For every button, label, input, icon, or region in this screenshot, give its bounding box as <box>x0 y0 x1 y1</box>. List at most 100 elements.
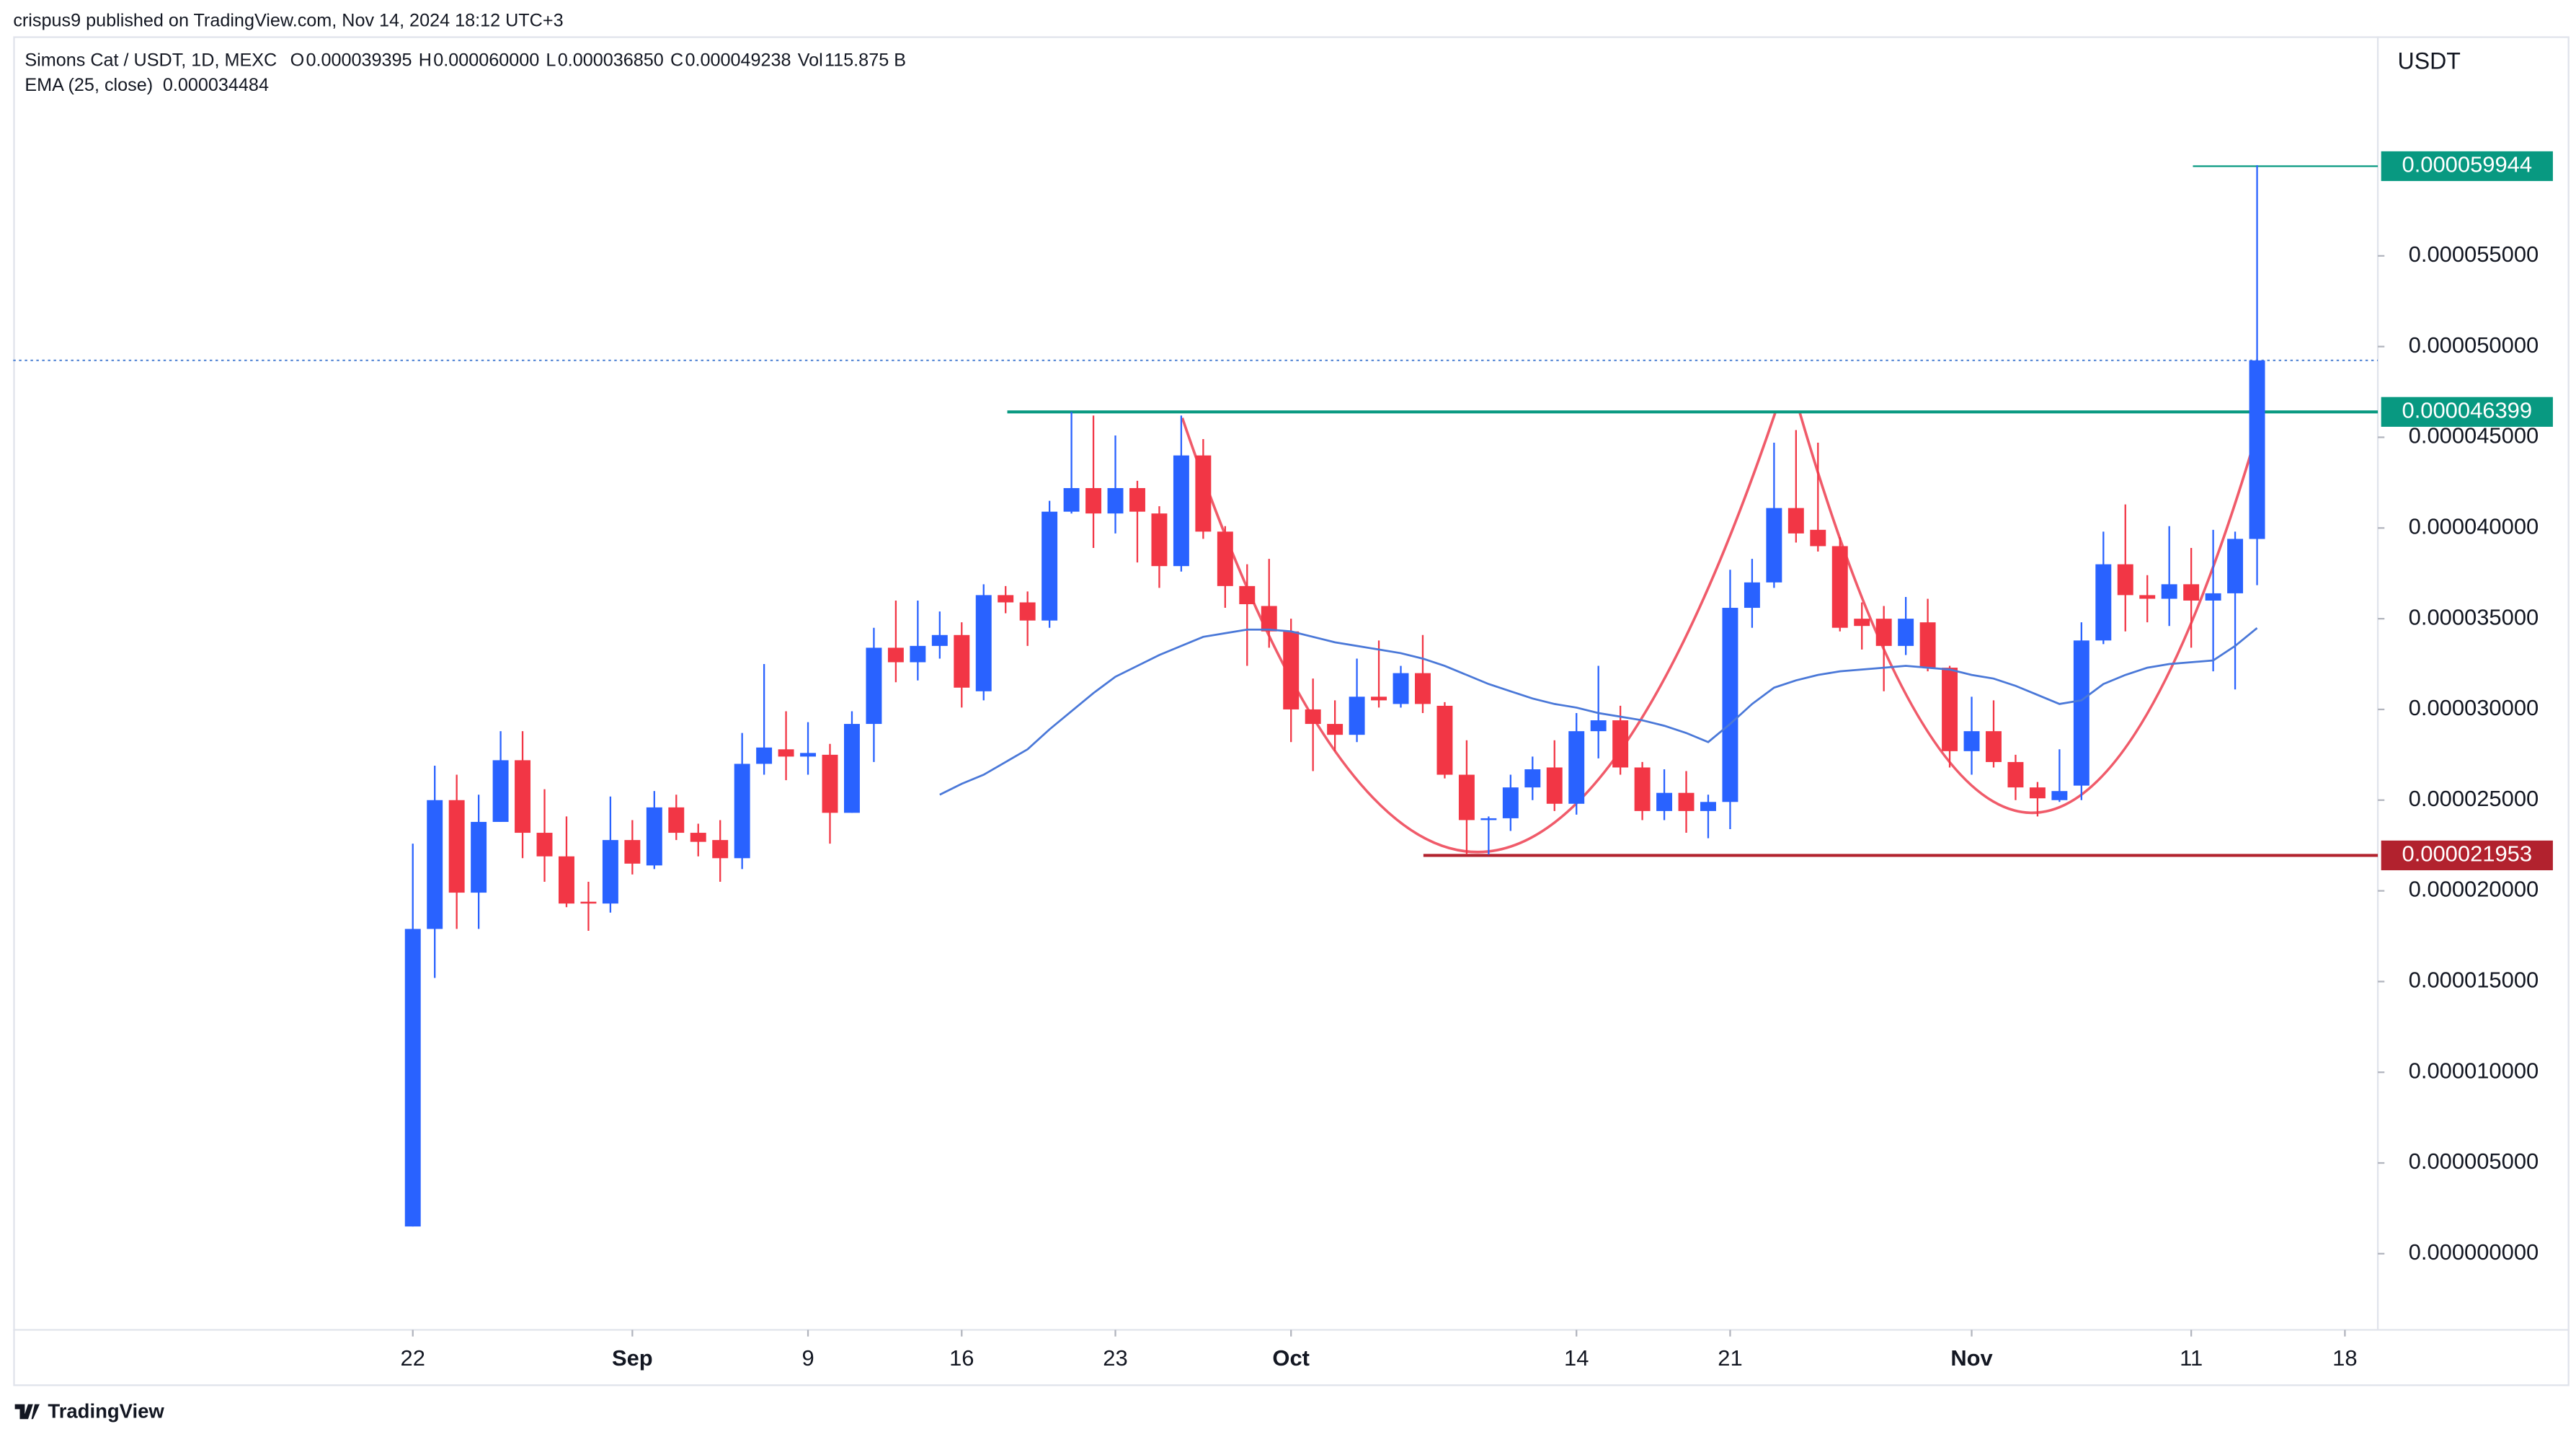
candle-body <box>1546 767 1563 804</box>
candle-body <box>844 724 860 813</box>
candle-body <box>1393 673 1409 704</box>
legend-value: 0.000060000 <box>433 50 539 70</box>
candle-body <box>1744 582 1760 609</box>
price-badge <box>2381 840 2553 871</box>
candle-body <box>1678 792 1695 811</box>
x-tick-label: 14 <box>1564 1345 1589 1371</box>
candle-body <box>1195 455 1212 532</box>
price-badge-label: 0.000046399 <box>2402 397 2533 422</box>
y-tick-label: 0.000030000 <box>2409 695 2539 720</box>
candle-body <box>1151 513 1168 567</box>
volume-value: 115.875 B <box>825 50 906 70</box>
y-tick-label: 0.000045000 <box>2409 423 2539 448</box>
candle-body <box>404 929 421 1227</box>
ema-legend-value: 0.000034484 <box>163 75 269 95</box>
x-tick-label: Oct <box>1272 1345 1310 1371</box>
candle-body <box>1261 606 1277 632</box>
legend-key: O <box>290 50 305 70</box>
legend-key: L <box>546 50 556 70</box>
y-tick-label: 0.000015000 <box>2409 968 2539 993</box>
candle-body <box>2227 539 2244 593</box>
price-badge-label: 0.000021953 <box>2402 841 2533 867</box>
candle-body <box>910 645 926 663</box>
candle-body <box>1480 818 1497 820</box>
legend-value: 0.000036850 <box>558 50 664 70</box>
candle-body <box>1085 487 1102 514</box>
candle-body <box>1942 668 1958 751</box>
y-tick-label: 0.000035000 <box>2409 604 2539 629</box>
ema-line <box>939 627 2258 796</box>
candle-body <box>1129 487 1145 512</box>
candle-body <box>624 840 641 864</box>
candle-body <box>1173 455 1189 567</box>
x-tick-label: 22 <box>401 1345 425 1371</box>
brand-name: TradingView <box>48 1399 164 1422</box>
x-tick-label: 23 <box>1103 1345 1127 1371</box>
candle-body <box>427 800 443 929</box>
publisher-line: crispus9 published on TradingView.com, N… <box>13 10 563 30</box>
price-badge-label: 0.000059944 <box>2402 152 2533 177</box>
candle-body <box>756 747 773 764</box>
candle-body <box>975 595 992 691</box>
candle-body <box>2073 640 2089 786</box>
candle-body <box>448 800 465 893</box>
y-tick-label: 0.000055000 <box>2409 242 2539 267</box>
x-tick-label: Sep <box>612 1345 653 1371</box>
candle-body <box>580 901 597 904</box>
candle-body <box>1986 731 2002 762</box>
volume-key: Vol <box>798 50 823 70</box>
legend-key: H <box>419 50 432 70</box>
candle-body <box>1371 696 1387 701</box>
legend-value: 0.000039395 <box>306 50 412 70</box>
candle-body <box>1041 511 1058 621</box>
candle-body <box>1524 769 1541 788</box>
x-tick-label: 21 <box>1718 1345 1742 1371</box>
y-tick-label: 0.000050000 <box>2409 332 2539 358</box>
candle-body <box>866 647 882 725</box>
candle-body <box>1415 673 1431 704</box>
candle-body <box>778 749 794 757</box>
candle-body <box>1634 767 1651 811</box>
candle-body <box>515 760 531 833</box>
y-tick-label: 0.000020000 <box>2409 877 2539 902</box>
candle-body <box>2205 593 2221 601</box>
candle-body <box>1590 720 1607 732</box>
candle-body <box>1656 792 1673 811</box>
candle-body <box>1239 585 1256 605</box>
x-tick-label: 9 <box>801 1345 814 1371</box>
candle-body <box>471 821 487 893</box>
candle-body <box>1107 487 1124 514</box>
candle-body <box>1019 602 1036 621</box>
candle-body <box>887 647 904 663</box>
candle-body <box>2095 564 2112 641</box>
candle-body <box>559 856 574 904</box>
x-tick-label: 16 <box>949 1345 974 1371</box>
y-tick-label: 0.000025000 <box>2409 786 2539 811</box>
y-tick-label: 0.000040000 <box>2409 513 2539 539</box>
candle-body <box>734 764 750 859</box>
candle-body <box>1722 608 1738 802</box>
candle-body <box>536 833 553 857</box>
ema-legend-name: EMA (25, close) <box>25 75 153 95</box>
currency-label: USDT <box>2398 48 2461 74</box>
candle-body <box>2117 564 2133 596</box>
candle-body <box>1305 709 1321 725</box>
candle-body <box>822 754 838 813</box>
candle-body <box>668 807 685 833</box>
legend-value: 0.000049238 <box>685 50 791 70</box>
symbol-title: Simons Cat / USDT, 1D, MEXC <box>25 50 277 70</box>
candle-body <box>1612 720 1629 768</box>
candle-body <box>931 634 948 646</box>
candle-body <box>646 807 662 866</box>
candle-body <box>1787 508 1804 534</box>
price-badge <box>2381 151 2553 182</box>
candle-body <box>1063 487 1080 512</box>
candle-body <box>1283 631 1300 709</box>
candle-body <box>1349 696 1365 735</box>
candle-body <box>1766 508 1782 583</box>
logo-icon <box>14 1404 40 1420</box>
candle-body <box>1217 531 1233 586</box>
candle-body <box>1919 622 1936 668</box>
